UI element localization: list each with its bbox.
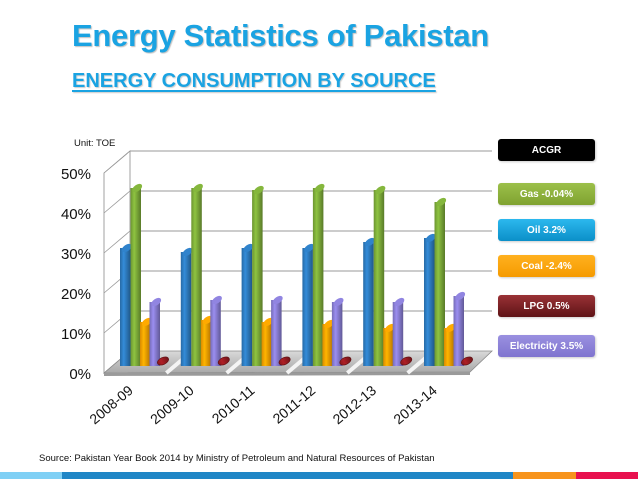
bar-oil-2008-09-cap <box>121 243 132 253</box>
bar-electricity-2009-10-cap <box>212 295 222 305</box>
bar-oil-2011-12-cap <box>304 243 315 253</box>
bar-electricity-2013-14 <box>453 296 464 366</box>
bar-gas-2012-13-cap <box>375 185 386 195</box>
bar-gas-2011-12 <box>312 188 324 366</box>
legend-heading-acgr: ACGR <box>498 139 595 161</box>
bar-lpg-2010-11 <box>278 356 291 366</box>
y-tick-label: 50% <box>61 166 91 183</box>
bar-gas-2013-14 <box>434 202 445 366</box>
bar-oil-2013-14 <box>424 238 435 366</box>
x-tick-label: 2008-09 <box>86 382 136 427</box>
footer-stripe-segment <box>513 472 576 479</box>
bar-electricity-2013-14-cap <box>455 291 466 301</box>
bar-gas-2011-12-cap <box>314 183 325 193</box>
bar-gas-2009-10 <box>191 188 202 366</box>
x-axis-ticks: 2008-09 2009-10 2010-11 2011-12 2012-13 2013-… <box>86 382 440 427</box>
bar-electricity-2011-12-cap <box>333 297 344 307</box>
bar-electricity-2012-13-cap <box>394 297 405 307</box>
bar-gas-2008-09-cap <box>132 183 143 193</box>
bar-coal-2009-10-cap <box>202 315 213 325</box>
bar-oil-2012-13-cap <box>365 237 375 247</box>
bar-coal-2009-10 <box>200 320 212 366</box>
bar-oil-2010-11 <box>241 248 253 366</box>
bar-gas-2012-13 <box>373 190 385 366</box>
y-tick-label: 30% <box>61 246 91 263</box>
gridline-side <box>103 230 131 254</box>
x-tick-label: 2009-10 <box>147 382 197 427</box>
legend-item-electricity: Electricity 3.5% <box>498 335 595 357</box>
bar-oil-2009-10 <box>180 252 192 366</box>
footer-stripe-segment <box>576 472 638 479</box>
bar-coal-2013-14-cap <box>445 323 456 333</box>
bar-lpg-2009-10 <box>217 356 230 366</box>
unit-label: Unit: TOE <box>74 138 116 149</box>
bar-oil-2008-09 <box>120 248 131 366</box>
bar-lpg-2008-09 <box>157 356 169 366</box>
bar-gas-2008-09 <box>130 188 141 366</box>
x-tick-label: 2010-11 <box>209 382 258 427</box>
legend-item-coal: Coal -2.4% <box>498 255 595 277</box>
bar-electricity-2009-10 <box>210 300 221 366</box>
y-tick-label: 40% <box>61 206 91 223</box>
legend-item-oil: Oil 3.2% <box>498 219 595 241</box>
bar-coal-2010-11-cap <box>263 317 274 327</box>
bar-coal-2011-12-cap <box>324 319 335 329</box>
bar-oil-2010-11-cap <box>243 243 254 253</box>
bar-electricity-2011-12 <box>331 302 343 366</box>
bar-coal-2012-13 <box>383 328 394 366</box>
footer-stripe-segment <box>62 472 513 479</box>
bar-oil-2012-13 <box>363 242 374 366</box>
x-tick-label: 2012-13 <box>329 382 379 427</box>
y-tick-label: 0% <box>69 366 91 383</box>
bar-electricity-2010-11-cap <box>272 295 283 305</box>
bar-oil-2009-10-cap <box>182 247 193 257</box>
legend-item-gas: Gas -0.04% <box>498 183 595 205</box>
bar-lpg-2013-14 <box>461 356 473 366</box>
x-tick-label: 2013-14 <box>390 382 440 427</box>
bar-gas-2013-14-cap <box>436 197 447 207</box>
bar-oil-2013-14-cap <box>425 233 436 243</box>
bar-coal-2011-12 <box>322 324 333 366</box>
bar-coal-2008-09 <box>140 322 151 366</box>
bar-gas-2009-10-cap <box>193 183 203 193</box>
y-axis-ticks: 0% 10% 20% 30% 40% 50% <box>61 166 91 383</box>
bar-coal-2012-13-cap <box>385 323 395 333</box>
bar-coal-2010-11 <box>261 322 273 366</box>
gridline-side <box>103 190 131 214</box>
floor-edge <box>104 372 470 376</box>
bar-gas-2010-11 <box>252 190 263 366</box>
y-tick-label: 10% <box>61 326 91 343</box>
x-tick-label: 2011-12 <box>269 382 318 427</box>
page-subtitle: ENERGY CONSUMPTION BY SOURCE <box>72 70 436 92</box>
page-title: Energy Statistics of Pakistan <box>72 18 489 53</box>
bar-lpg-2011-12 <box>339 356 352 366</box>
bar-electricity-2012-13 <box>392 302 404 366</box>
footer-stripe-segment <box>0 472 62 479</box>
bar-oil-2011-12 <box>302 248 313 366</box>
gridline-side <box>103 150 131 174</box>
legend-item-lpg: LPG 0.5% <box>498 295 595 317</box>
bars <box>120 183 473 366</box>
bar-coal-2013-14 <box>444 328 455 366</box>
bar-gas-2010-11-cap <box>253 185 264 195</box>
bar-electricity-2008-09-cap <box>151 297 162 307</box>
bar-electricity-2010-11 <box>271 300 282 366</box>
bar-electricity-2008-09 <box>149 302 160 366</box>
source-note: Source: Pakistan Year Book 2014 by Minis… <box>39 453 435 464</box>
bar-coal-2008-09-cap <box>141 317 152 327</box>
bar-lpg-2012-13 <box>400 356 413 366</box>
y-tick-label: 20% <box>61 286 91 303</box>
